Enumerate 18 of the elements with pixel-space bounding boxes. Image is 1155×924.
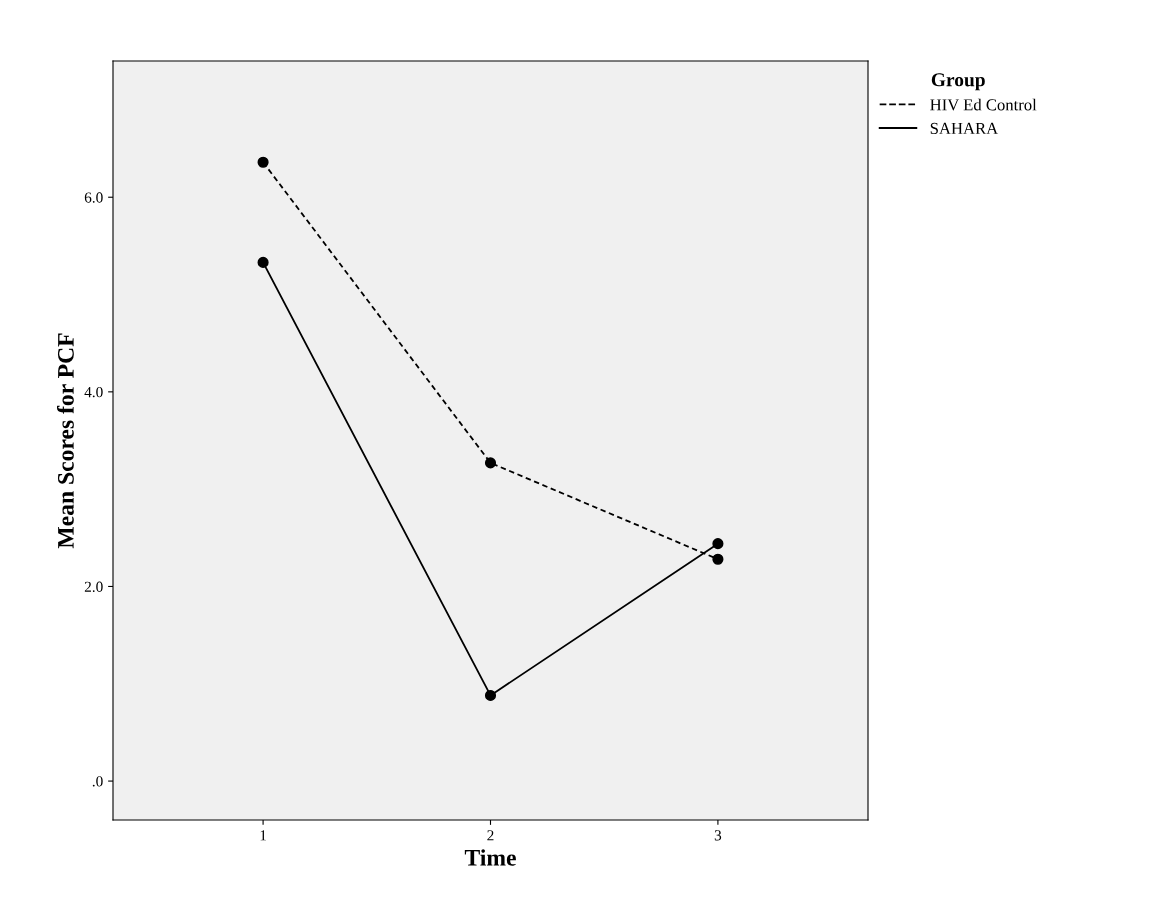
x-tick-label: 1: [260, 830, 266, 841]
y-tick-label: .0: [92, 776, 103, 787]
point: [484, 457, 497, 469]
legend-label: HIV Ed Control: [930, 98, 1037, 111]
legend-title: Group: [931, 73, 985, 91]
legend-label: SAHARA: [930, 122, 999, 135]
y-tick-label: 4.0: [84, 386, 103, 398]
point: [712, 553, 724, 565]
y-tick-label: 2.0: [84, 581, 103, 592]
x-tick-label: 3: [714, 830, 722, 841]
y-tick-label: 6.0: [84, 192, 103, 203]
x-axis-title: Time: [464, 849, 516, 866]
x-tick-label: 2: [487, 830, 494, 841]
y-axis-title: Mean Scores for PCF: [56, 333, 74, 549]
point: [257, 156, 269, 168]
point: [712, 538, 724, 550]
point: [257, 256, 269, 268]
point: [484, 689, 497, 702]
